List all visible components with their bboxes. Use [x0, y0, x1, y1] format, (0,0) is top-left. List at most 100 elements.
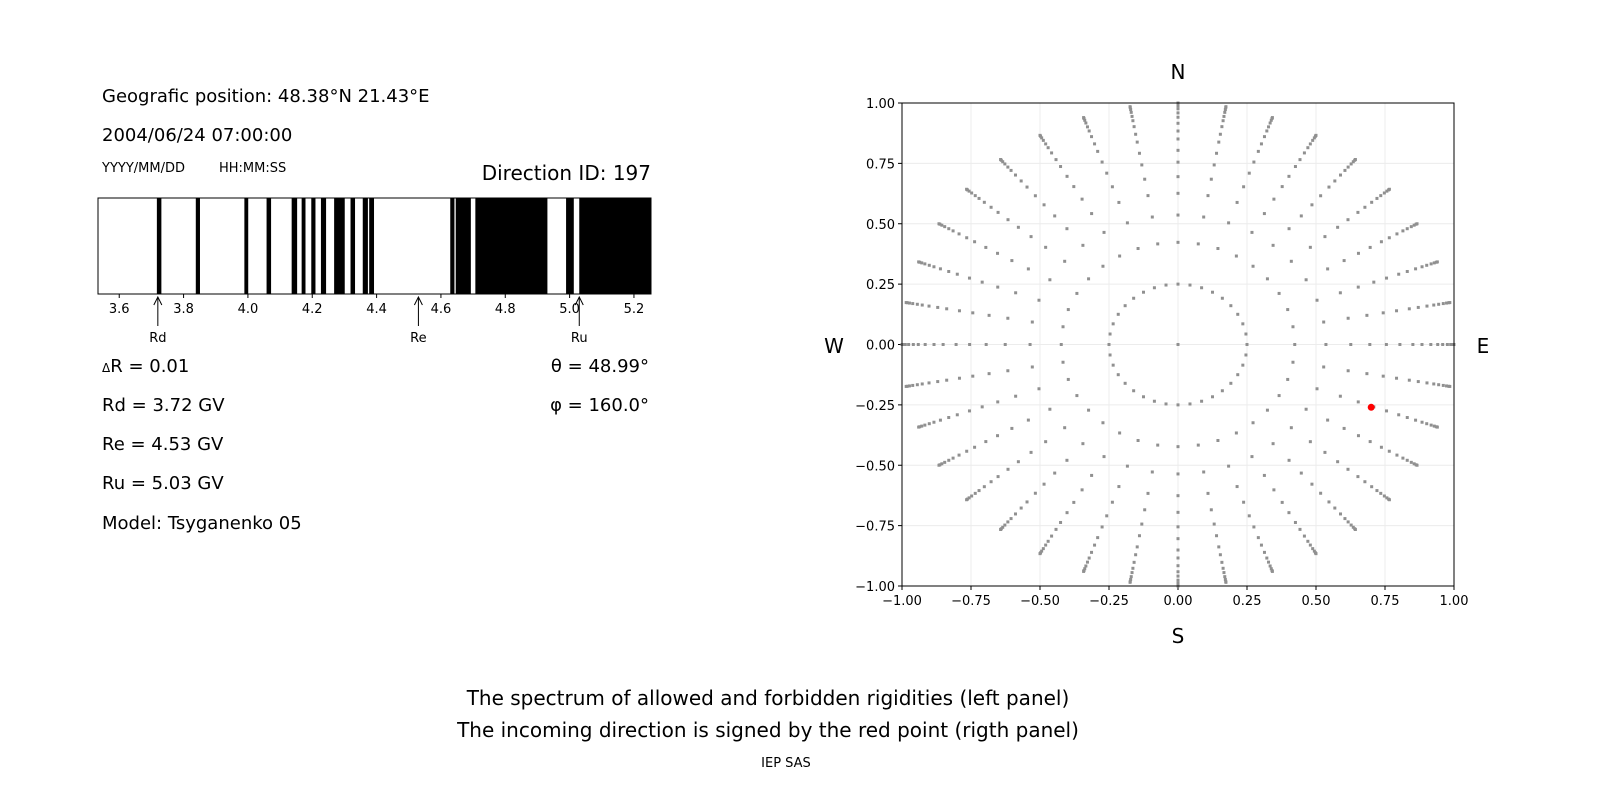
direction-point — [1200, 286, 1204, 290]
direction-point — [1319, 194, 1323, 198]
direction-point — [1256, 536, 1260, 540]
direction-point — [1269, 118, 1273, 122]
direction-point — [1006, 316, 1010, 320]
direction-point — [1441, 343, 1445, 346]
direction-point — [1416, 380, 1420, 384]
direction-point — [1041, 138, 1045, 142]
direction-point — [1395, 309, 1399, 313]
direction-point — [1384, 343, 1388, 346]
direction-point — [1349, 343, 1353, 346]
direction-point — [1223, 110, 1227, 114]
direction-point — [941, 343, 945, 346]
direction-point — [1176, 104, 1180, 108]
marker-arrowhead — [574, 295, 584, 306]
x-tick-label: −1.00 — [882, 594, 922, 609]
direction-point — [936, 305, 940, 309]
direction-point — [1053, 214, 1057, 218]
x-tick-label: −0.75 — [951, 594, 991, 609]
direction-point — [1379, 491, 1383, 495]
direction-point — [1048, 407, 1052, 411]
direction-point — [1353, 527, 1357, 531]
direction-point — [1244, 353, 1248, 357]
direction-point — [1176, 537, 1180, 541]
direction-point — [1365, 313, 1369, 317]
direction-point — [1405, 269, 1409, 273]
x-tick-label: 0.00 — [1164, 594, 1193, 609]
direction-point — [1322, 320, 1326, 324]
direction-point — [1375, 196, 1379, 200]
forbidden-band — [579, 198, 651, 294]
x-tick-label: 3.6 — [109, 302, 130, 317]
direction-point — [1019, 506, 1023, 510]
direction-point — [1217, 545, 1221, 549]
direction-point — [1101, 421, 1105, 425]
direction-point — [1006, 165, 1010, 169]
direction-point — [1405, 416, 1409, 420]
direction-point — [1346, 369, 1350, 373]
direction-point — [1003, 523, 1007, 527]
direction-point — [1075, 291, 1079, 295]
direction-point — [938, 267, 942, 271]
direction-point — [1030, 365, 1034, 369]
direction-point — [1409, 460, 1413, 464]
direction-point — [1363, 205, 1367, 209]
direction-point — [1176, 510, 1180, 514]
direction-point — [1435, 260, 1439, 264]
direction-point — [1368, 343, 1372, 346]
direction-point — [907, 343, 911, 346]
direction-point — [1448, 384, 1452, 388]
direction-point — [1336, 225, 1340, 229]
direction-point — [1449, 343, 1453, 346]
direction-point — [1379, 445, 1383, 449]
direction-point — [1140, 522, 1144, 526]
direction-point — [1209, 508, 1213, 512]
x-tick-label: −0.50 — [1020, 594, 1060, 609]
direction-point — [1132, 560, 1136, 564]
direction-point — [1040, 136, 1044, 140]
forbidden-band — [369, 198, 375, 294]
direction-point — [1271, 243, 1275, 247]
direction-point — [1003, 162, 1007, 166]
direction-point — [947, 227, 951, 231]
direction-point — [1234, 254, 1238, 258]
direction-point — [1037, 387, 1041, 391]
x-tick-label: −0.25 — [1089, 594, 1129, 609]
direction-point — [1235, 200, 1239, 204]
direction-point — [1432, 303, 1436, 307]
direction-point — [1128, 105, 1132, 109]
direction-point — [1259, 142, 1263, 146]
direction-point — [1387, 498, 1391, 502]
delta-symbol: Δ — [102, 361, 111, 375]
direction-point — [1050, 151, 1054, 155]
direction-point — [1385, 409, 1389, 413]
direction-point — [1132, 296, 1136, 300]
direction-point — [977, 196, 981, 200]
direction-point — [1038, 133, 1042, 137]
direction-point — [1220, 560, 1224, 564]
direction-point — [1146, 194, 1150, 198]
direction-point — [1202, 215, 1206, 219]
direction-point — [1003, 343, 1007, 346]
direction-point — [1363, 480, 1367, 484]
direction-point — [1093, 543, 1097, 547]
caption-line-2: The incoming direction is signed by the … — [457, 718, 1079, 742]
direction-point — [1102, 230, 1106, 234]
direction-point — [1412, 223, 1416, 227]
direction-point — [1333, 506, 1337, 510]
direction-point — [907, 384, 911, 388]
direction-point — [1176, 445, 1180, 449]
direction-point — [1356, 434, 1360, 438]
direction-point — [996, 434, 1000, 438]
direction-point — [917, 260, 921, 264]
direction-point — [1277, 394, 1281, 398]
direction-point — [1416, 305, 1420, 309]
direction-point — [1252, 525, 1256, 529]
direction-point — [1063, 426, 1067, 430]
x-tick-label: 4.0 — [238, 302, 259, 317]
direction-point — [1287, 458, 1291, 462]
direction-point — [1227, 221, 1231, 225]
direction-point — [1116, 373, 1120, 377]
direction-point — [1287, 511, 1291, 515]
forbidden-band — [566, 198, 574, 294]
direction-point — [1130, 571, 1134, 575]
